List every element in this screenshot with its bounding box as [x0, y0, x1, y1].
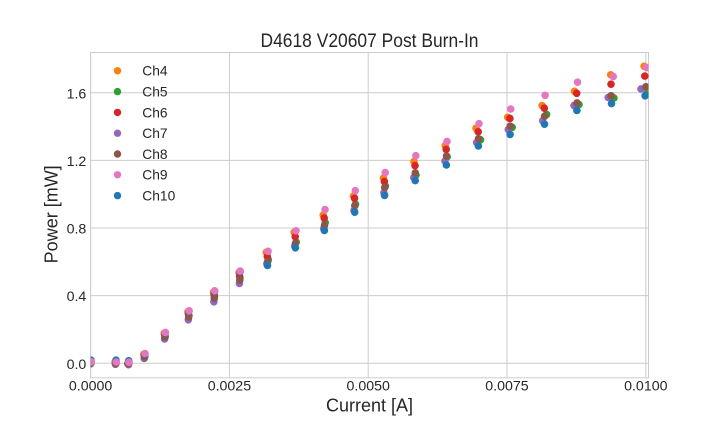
svg-text:Ch6: Ch6 [142, 105, 168, 120]
svg-text:Ch8: Ch8 [142, 147, 168, 162]
svg-text:0.0075: 0.0075 [485, 379, 529, 395]
svg-text:0.8: 0.8 [67, 222, 87, 238]
svg-text:Current [A]: Current [A] [326, 395, 413, 415]
svg-text:0.0000: 0.0000 [69, 379, 113, 395]
svg-text:0.0100: 0.0100 [624, 379, 668, 395]
svg-text:Ch10: Ch10 [142, 189, 175, 204]
svg-text:Ch5: Ch5 [142, 85, 168, 100]
svg-text:Ch7: Ch7 [142, 126, 167, 141]
svg-text:0.0050: 0.0050 [346, 379, 390, 395]
svg-text:1.2: 1.2 [67, 154, 87, 170]
svg-text:D4618 V20607 Post Burn-In: D4618 V20607 Post Burn-In [261, 31, 479, 52]
svg-text:Ch4: Ch4 [142, 64, 168, 79]
svg-text:Ch9: Ch9 [142, 168, 168, 183]
svg-text:Power [mW]: Power [mW] [41, 165, 61, 263]
svg-text:1.6: 1.6 [67, 86, 87, 102]
svg-text:0.0025: 0.0025 [208, 379, 252, 395]
svg-text:0.0: 0.0 [67, 357, 87, 373]
svg-text:0.4: 0.4 [67, 289, 87, 305]
